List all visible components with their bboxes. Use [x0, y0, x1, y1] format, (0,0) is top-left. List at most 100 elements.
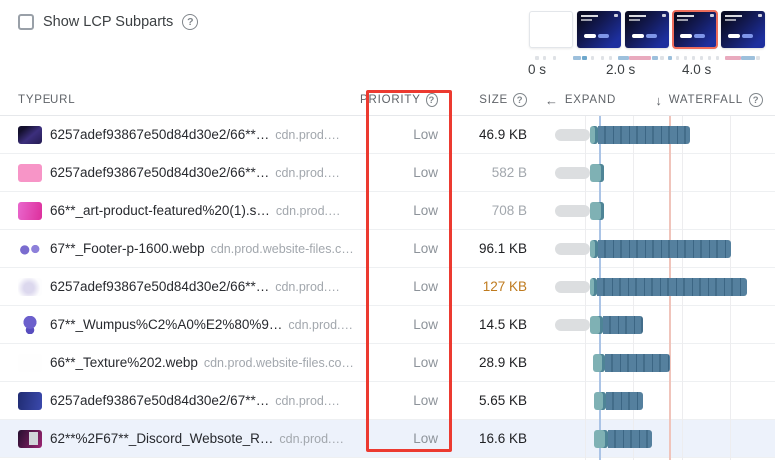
waterfall-sort-button[interactable]: ↓ WATERFALL ? — [655, 93, 763, 108]
filmstrip-mini-timeline — [529, 55, 761, 61]
thumb-subline — [629, 19, 640, 21]
priority-help-icon[interactable]: ? — [425, 93, 438, 107]
waterfall-ttfb-segment[interactable] — [590, 278, 597, 296]
url-cell[interactable]: 6257adef93867e50d84d30e2/66**… cdn.prod.… — [50, 165, 360, 180]
request-url[interactable]: 66**_art-product-featured%20(1).s… — [50, 203, 270, 218]
request-url[interactable]: 62**%2F67**_Discord_Websote_R… — [50, 431, 274, 446]
size-value: 127 KB — [482, 279, 527, 294]
priority-value: Low — [413, 241, 438, 256]
url-cell[interactable]: 6257adef93867e50d84d30e2/66**… cdn.prod.… — [50, 127, 360, 142]
waterfall-download-segment[interactable] — [608, 430, 652, 448]
waterfall-download-segment[interactable] — [598, 240, 731, 258]
waterfall-ttfb-segment[interactable] — [593, 354, 605, 372]
request-domain: cdn.prod.… — [275, 394, 340, 408]
waterfall-wait-segment[interactable] — [555, 243, 590, 255]
type-cell — [0, 125, 50, 144]
request-url[interactable]: 66**_Texture%202.webp — [50, 355, 198, 370]
request-row[interactable]: 6257adef93867e50d84d30e2/67**… cdn.prod.…… — [0, 382, 775, 420]
waterfall-bar-cell[interactable] — [545, 116, 775, 153]
timeline-tick — [618, 56, 629, 60]
request-row[interactable]: 66**_art-product-featured%20(1).s… cdn.pr… — [0, 192, 775, 230]
url-cell[interactable]: 67**_Wumpus%C2%A0%E2%80%9… cdn.prod.… — [50, 317, 360, 332]
waterfall-ttfb-segment[interactable] — [590, 126, 598, 144]
column-header-size[interactable]: SIZE ? — [452, 93, 545, 107]
waterfall-ttfb-segment[interactable] — [594, 430, 608, 448]
waterfall-ttfb-segment[interactable] — [590, 164, 604, 182]
lcp-subparts-label: Show LCP Subparts — [43, 14, 174, 30]
request-row[interactable]: 6257adef93867e50d84d30e2/66**… cdn.prod.…… — [0, 116, 775, 154]
size-help-icon[interactable]: ? — [513, 93, 527, 107]
help-icon[interactable]: ? — [182, 14, 199, 30]
waterfall-bar-cell[interactable] — [545, 154, 775, 191]
url-cell[interactable]: 6257adef93867e50d84d30e2/66**… cdn.prod.… — [50, 279, 360, 294]
request-url[interactable]: 6257adef93867e50d84d30e2/66**… — [50, 127, 270, 142]
request-url[interactable]: 67**_Footer-p-1600.webp — [50, 241, 205, 256]
filmstrip-frame[interactable] — [577, 11, 621, 48]
url-cell[interactable]: 67**_Footer-p-1600.webp cdn.prod.website-… — [50, 241, 360, 256]
waterfall-download-segment[interactable] — [605, 354, 670, 372]
waterfall-download-segment[interactable] — [597, 278, 747, 296]
timeline-tick — [652, 56, 658, 60]
timeline-tick — [573, 56, 581, 60]
size-value: 708 B — [491, 203, 527, 218]
waterfall-bar-cell[interactable] — [545, 382, 775, 419]
show-lcp-subparts-toggle[interactable]: Show LCP Subparts ? — [18, 14, 199, 30]
size-value: 28.9 KB — [478, 355, 527, 370]
waterfall-bar-cell[interactable] — [545, 420, 775, 457]
expand-button[interactable]: ← EXPAND — [545, 92, 617, 108]
timeline-tick — [553, 56, 556, 60]
waterfall-bar-cell[interactable] — [545, 268, 775, 305]
request-row[interactable]: 6257adef93867e50d84d30e2/66**… cdn.prod.…… — [0, 154, 775, 192]
filmstrip-frame[interactable] — [529, 11, 573, 48]
lcp-subparts-checkbox[interactable] — [18, 14, 34, 30]
waterfall-ttfb-segment[interactable] — [590, 202, 604, 220]
request-row[interactable]: 66**_Texture%202.webp cdn.prod.website-fi… — [0, 344, 775, 382]
waterfall-wait-segment[interactable] — [555, 167, 590, 179]
url-cell[interactable]: 6257adef93867e50d84d30e2/67**… cdn.prod.… — [50, 393, 360, 408]
request-url[interactable]: 6257adef93867e50d84d30e2/66**… — [50, 165, 270, 180]
waterfall-help-icon[interactable]: ? — [749, 93, 763, 107]
url-cell[interactable]: 66**_art-product-featured%20(1).s… cdn.pr… — [50, 203, 360, 218]
waterfall-ttfb-segment[interactable] — [590, 240, 598, 258]
type-cell — [0, 239, 50, 258]
request-url[interactable]: 6257adef93867e50d84d30e2/67**… — [50, 393, 270, 408]
priority-value: Low — [413, 165, 438, 180]
request-domain: cdn.prod.… — [275, 204, 341, 218]
request-url[interactable]: 67**_Wumpus%C2%A0%E2%80%9… — [50, 317, 283, 332]
waterfall-bar-cell[interactable] — [545, 306, 775, 343]
waterfall-wait-segment[interactable] — [555, 281, 590, 293]
waterfall-wait-segment[interactable] — [555, 319, 590, 331]
waterfall-download-segment[interactable] — [598, 126, 690, 144]
sprites-image-thumb-icon — [18, 239, 42, 258]
waterfall-bar-cell[interactable] — [545, 344, 775, 381]
timeline-tick — [700, 56, 703, 60]
waterfall-wait-segment[interactable] — [555, 205, 590, 217]
arrow-left-icon: ← — [545, 92, 559, 108]
request-row[interactable]: 67**_Footer-p-1600.webp cdn.prod.website-… — [0, 230, 775, 268]
request-row[interactable]: 62**%2F67**_Discord_Websote_R… cdn.prod.…… — [0, 420, 775, 458]
timeline-tick — [676, 56, 679, 60]
request-row[interactable]: 6257adef93867e50d84d30e2/66**… cdn.prod.…… — [0, 268, 775, 306]
filmstrip-frame[interactable] — [625, 11, 669, 48]
timeline-tick — [601, 56, 604, 60]
request-row[interactable]: 67**_Wumpus%C2%A0%E2%80%9… cdn.prod.… Low 1… — [0, 306, 775, 344]
timeline-tick — [692, 56, 695, 60]
waterfall-bar-cell[interactable] — [545, 192, 775, 229]
column-header-priority[interactable]: PRIORITY ? — [360, 93, 452, 107]
filmstrip-frame[interactable] — [721, 11, 765, 48]
pink-image-thumb-icon — [18, 163, 42, 182]
url-cell[interactable]: 66**_Texture%202.webp cdn.prod.website-fi… — [50, 355, 360, 370]
filmstrip-frame-selected[interactable] — [672, 10, 718, 49]
url-cell[interactable]: 62**%2F67**_Discord_Websote_R… cdn.prod.… — [50, 431, 360, 446]
request-url[interactable]: 6257adef93867e50d84d30e2/66**… — [50, 279, 270, 294]
type-cell — [0, 201, 50, 220]
table-header-row: TYPE URL PRIORITY ? SIZE ? ← EXPAND ↓ WA… — [0, 85, 775, 116]
waterfall-wait-segment[interactable] — [555, 129, 590, 141]
waterfall-bar-cell[interactable] — [545, 230, 775, 267]
waterfall-download-segment[interactable] — [606, 392, 643, 410]
waterfall-download-segment[interactable] — [603, 316, 643, 334]
waterfall-ttfb-segment[interactable] — [590, 316, 603, 334]
waterfall-ttfb-segment[interactable] — [594, 392, 606, 410]
time-label: 2.0 s — [606, 62, 636, 77]
